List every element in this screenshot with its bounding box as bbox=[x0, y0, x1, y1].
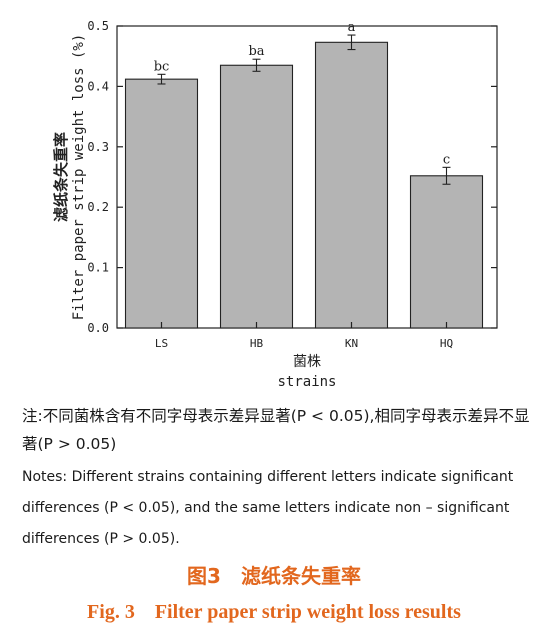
x-tick-label: HB bbox=[250, 337, 264, 350]
x-axis-label-en: strains bbox=[277, 374, 336, 390]
significance-letter: bc bbox=[154, 59, 170, 74]
note-en: Notes: Different strains containing diff… bbox=[22, 469, 514, 547]
y-axis-label-cn: 滤纸条失重率 bbox=[52, 132, 70, 222]
bar-kn bbox=[314, 41, 389, 329]
bar-ls bbox=[124, 78, 199, 329]
y-tick-label: 0.2 bbox=[87, 200, 109, 214]
bar-chart: 0.0 0.1 0.2 0.3 0.4 0.5 bc ba a c LS HB KN HQ 滤纸条失重… bbox=[52, 19, 498, 390]
plot-frame bbox=[116, 25, 498, 329]
significance-letter: c bbox=[443, 152, 450, 167]
x-tick-label: HQ bbox=[440, 337, 453, 350]
y-tick-label: 0.5 bbox=[87, 19, 109, 33]
y-tick-label: 0.4 bbox=[87, 79, 109, 93]
y-tick-label: 0.1 bbox=[87, 261, 109, 275]
y-axis-label-en: Filter paper strip weight loss (%) bbox=[71, 34, 87, 321]
bar-hb bbox=[219, 64, 294, 329]
note-cn: 注:不同菌株含有不同字母表示差异显著(P < 0.05),相同字母表示差异不显著… bbox=[22, 407, 530, 453]
significance-letter: ba bbox=[248, 44, 264, 59]
y-tick-label: 0.3 bbox=[87, 140, 109, 154]
y-tick-label: 0.0 bbox=[87, 321, 109, 335]
bar-hq bbox=[409, 175, 484, 329]
x-axis-label-cn: 菌株 bbox=[293, 354, 321, 370]
significance-letter: a bbox=[348, 20, 356, 35]
figure-caption-en: Fig. 3 Filter paper strip weight loss re… bbox=[87, 601, 461, 623]
figure-caption-cn: 图3 滤纸条失重率 bbox=[187, 564, 361, 588]
x-tick-label: KN bbox=[345, 337, 358, 350]
x-tick-label: LS bbox=[155, 337, 168, 350]
